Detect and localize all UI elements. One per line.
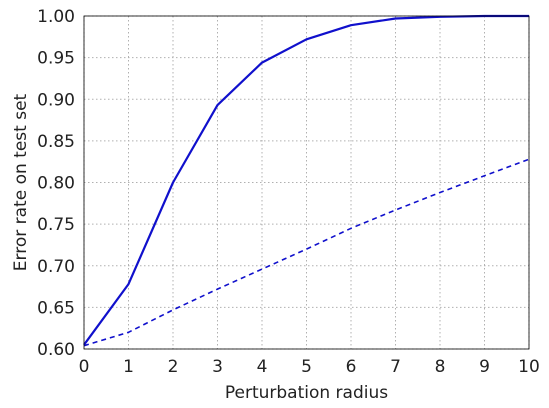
x-tick-label: 10 [518, 357, 540, 377]
grid [83, 15, 530, 350]
x-tick-label: 0 [79, 357, 90, 377]
x-tick-label: 5 [301, 357, 312, 377]
y-tick-label: 0.90 [37, 90, 75, 110]
x-tick-label: 1 [123, 357, 134, 377]
x-tick-label: 9 [479, 357, 490, 377]
solid-series-line [83, 14, 529, 346]
x-tick-label: 7 [390, 357, 401, 377]
x-tick-label: 4 [257, 357, 268, 377]
y-tick-label: 0.65 [37, 298, 75, 318]
y-axis-label: Error rate on test set [11, 93, 31, 271]
x-tick-label: 3 [212, 357, 223, 377]
y-tick-label: 1.00 [37, 7, 75, 27]
x-tick-label: 6 [346, 357, 357, 377]
plot-frame [83, 15, 530, 350]
series-lines [83, 14, 530, 347]
y-tick-label: 0.95 [37, 49, 75, 69]
tick-labels: 0 1 2 3 4 5 6 7 8 9 10 0.60 0.65 0.70 0.75 0.80 0.85 0.90… [37, 7, 540, 377]
x-axis-label: Perturbation radius [225, 383, 388, 403]
y-tick-label: 0.60 [37, 340, 75, 360]
y-tick-label: 0.75 [37, 215, 75, 235]
x-tick-label: 2 [168, 357, 179, 377]
x-tick-label: 8 [435, 357, 446, 377]
y-tick-label: 0.80 [37, 174, 75, 194]
y-tick-label: 0.85 [37, 132, 75, 152]
y-tick-label: 0.70 [37, 257, 75, 277]
